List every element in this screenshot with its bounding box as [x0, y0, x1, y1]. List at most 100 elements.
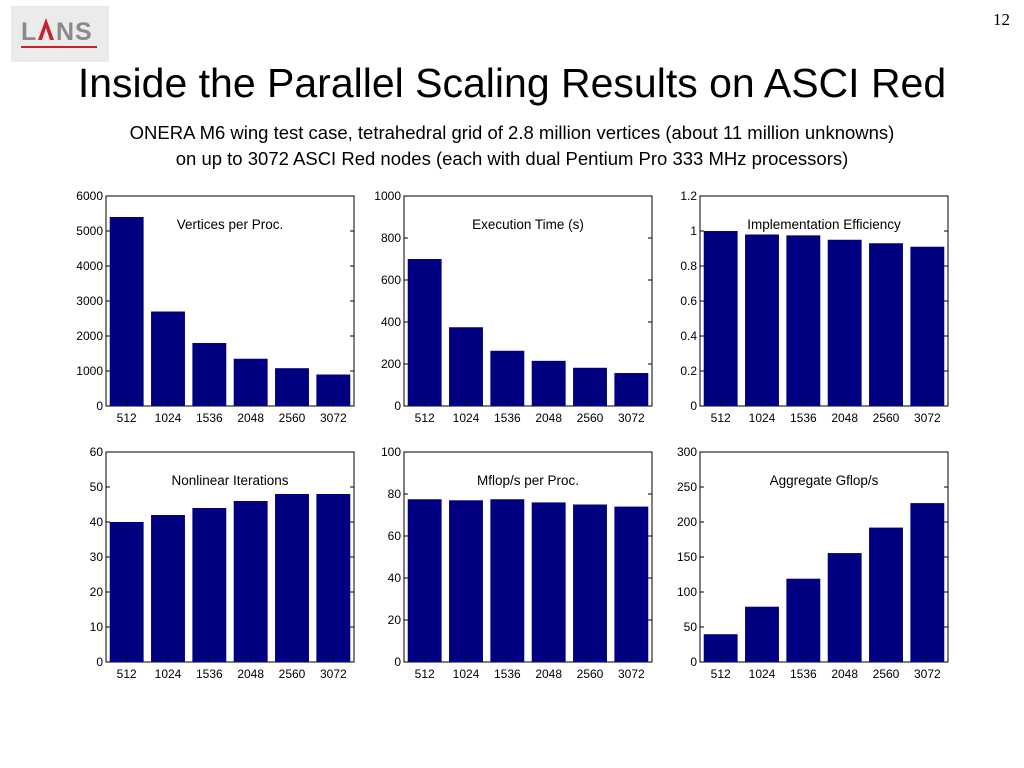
chart-title: Execution Time (s) — [472, 217, 584, 232]
bar-3072 — [910, 503, 945, 662]
y-tick-label: 0 — [394, 655, 401, 669]
x-tick-label: 1536 — [790, 667, 817, 681]
y-tick-label: 0.2 — [680, 364, 697, 378]
x-tick-label: 1024 — [155, 411, 182, 425]
subtitle-line-1: ONERA M6 wing test case, tetrahedral gri… — [129, 122, 895, 143]
y-tick-label: 40 — [388, 571, 402, 585]
y-tick-label: 800 — [381, 231, 401, 245]
chart-vertices-per-proc: 0 1000 2000 3000 4000 5000 6000 512 1024 1536 2048… — [70, 189, 360, 440]
y-tick-label: 1000 — [76, 364, 103, 378]
x-tick-label: 2048 — [535, 667, 562, 681]
x-tick-label: 1024 — [155, 667, 182, 681]
chart2-svg: 0 0.2 0.4 0.6 0.8 1 1.2 512 1024 1536 2048 2560 3072… — [680, 189, 949, 425]
y-tick-label: 150 — [677, 550, 697, 564]
x-tick-label: 3072 — [914, 667, 941, 681]
x-tick-label: 2048 — [831, 667, 858, 681]
x-tick-label: 1536 — [196, 667, 223, 681]
x-tick-label: 512 — [711, 411, 731, 425]
chart-nonlinear-iterations: 0 10 20 30 40 50 60 512 1024 1536 2048 2560 3072 Nonl… — [70, 445, 360, 696]
x-tick-label: 3072 — [320, 667, 347, 681]
y-tick-label: 1.2 — [680, 189, 697, 203]
bar-3072 — [614, 506, 649, 662]
x-tick-label: 512 — [711, 667, 731, 681]
bar-512 — [109, 522, 144, 662]
bar-1536 — [490, 499, 525, 662]
x-tick-label: 2560 — [279, 667, 306, 681]
bar-1024 — [745, 234, 779, 406]
y-tick-label: 40 — [90, 515, 104, 529]
bar-1024 — [745, 606, 779, 662]
page-number: 12 — [993, 10, 1010, 29]
chart-title: Vertices per Proc. — [177, 217, 284, 232]
bar-1536 — [490, 350, 525, 406]
chart3-svg: 0 10 20 30 40 50 60 512 1024 1536 2048 2560 3072 Nonl… — [90, 445, 355, 681]
lans-logo-text: L — [21, 18, 37, 46]
y-tick-label: 0.6 — [680, 294, 697, 308]
chart4-svg: 0 20 40 60 80 100 512 1024 1536 2048 2560 3072 Mflop… — [381, 445, 653, 681]
y-tick-label: 1000 — [374, 189, 401, 203]
x-tick-label: 3072 — [618, 411, 645, 425]
x-tick-label: 1024 — [453, 411, 480, 425]
chart0-svg: 0 1000 2000 3000 4000 5000 6000 512 1024 1536 2048… — [76, 189, 355, 425]
bar-2560 — [869, 527, 903, 662]
y-tick-label: 400 — [381, 315, 401, 329]
bar-1024 — [151, 515, 185, 662]
y-tick-label: 0 — [690, 655, 697, 669]
bar-1536 — [192, 508, 227, 662]
x-tick-label: 2560 — [279, 411, 306, 425]
x-tick-label: 1024 — [749, 411, 776, 425]
y-tick-label: 6000 — [76, 189, 103, 203]
y-tick-label: 2000 — [76, 329, 103, 343]
lans-logo-underline — [21, 46, 97, 48]
plot-frame — [699, 195, 949, 407]
x-tick-label: 2560 — [873, 411, 900, 425]
y-tick-label: 60 — [90, 445, 104, 459]
y-tick-label: 200 — [381, 357, 401, 371]
x-tick-label: 512 — [415, 411, 435, 425]
plot-frame — [403, 195, 653, 407]
bar-3072 — [614, 373, 649, 406]
y-tick-label: 5000 — [76, 224, 103, 238]
chart-aggregate-gflops: 0 50 100 150 200 250 300 512 1024 1536 2048 2560 307… — [664, 445, 954, 696]
bar-1024 — [449, 327, 483, 406]
bar-1024 — [449, 500, 483, 662]
bar-512 — [703, 231, 738, 406]
y-tick-label: 3000 — [76, 294, 103, 308]
chart-title: Mflop/s per Proc. — [477, 473, 579, 488]
y-tick-label: 20 — [388, 613, 402, 627]
bar-2048 — [827, 239, 862, 406]
bar-2560 — [869, 243, 903, 406]
bar-512 — [407, 259, 442, 406]
y-tick-label: 0 — [394, 399, 401, 413]
x-tick-label: 2048 — [535, 411, 562, 425]
y-tick-label: 80 — [388, 487, 402, 501]
x-tick-label: 1536 — [790, 411, 817, 425]
x-tick-label: 3072 — [618, 667, 645, 681]
bar-512 — [407, 499, 442, 662]
y-tick-label: 4000 — [76, 259, 103, 273]
bar-2560 — [275, 368, 309, 406]
chart-mflops-per-proc: 0 20 40 60 80 100 512 1024 1536 2048 2560 3072 Mflop… — [368, 445, 658, 696]
y-tick-label: 0 — [690, 399, 697, 413]
bar-2048 — [233, 501, 268, 662]
y-tick-label: 100 — [677, 585, 697, 599]
bar-3072 — [910, 246, 945, 406]
bar-512 — [109, 217, 144, 406]
plot-frame — [105, 195, 355, 407]
x-tick-label: 1536 — [494, 667, 521, 681]
x-tick-label: 512 — [117, 411, 137, 425]
y-tick-label: 0 — [96, 655, 103, 669]
x-tick-label: 2048 — [831, 411, 858, 425]
y-tick-label: 250 — [677, 480, 697, 494]
y-tick-label: 0 — [96, 399, 103, 413]
bar-3072 — [316, 374, 351, 406]
bar-1536 — [786, 235, 821, 406]
bar-1536 — [786, 578, 821, 662]
x-tick-label: 2048 — [237, 411, 264, 425]
x-tick-label: 2560 — [873, 667, 900, 681]
bar-2048 — [827, 553, 862, 662]
y-tick-label: 10 — [90, 620, 104, 634]
lans-logo-a-mark — [38, 18, 54, 40]
bar-1024 — [151, 311, 185, 406]
x-tick-label: 512 — [117, 667, 137, 681]
